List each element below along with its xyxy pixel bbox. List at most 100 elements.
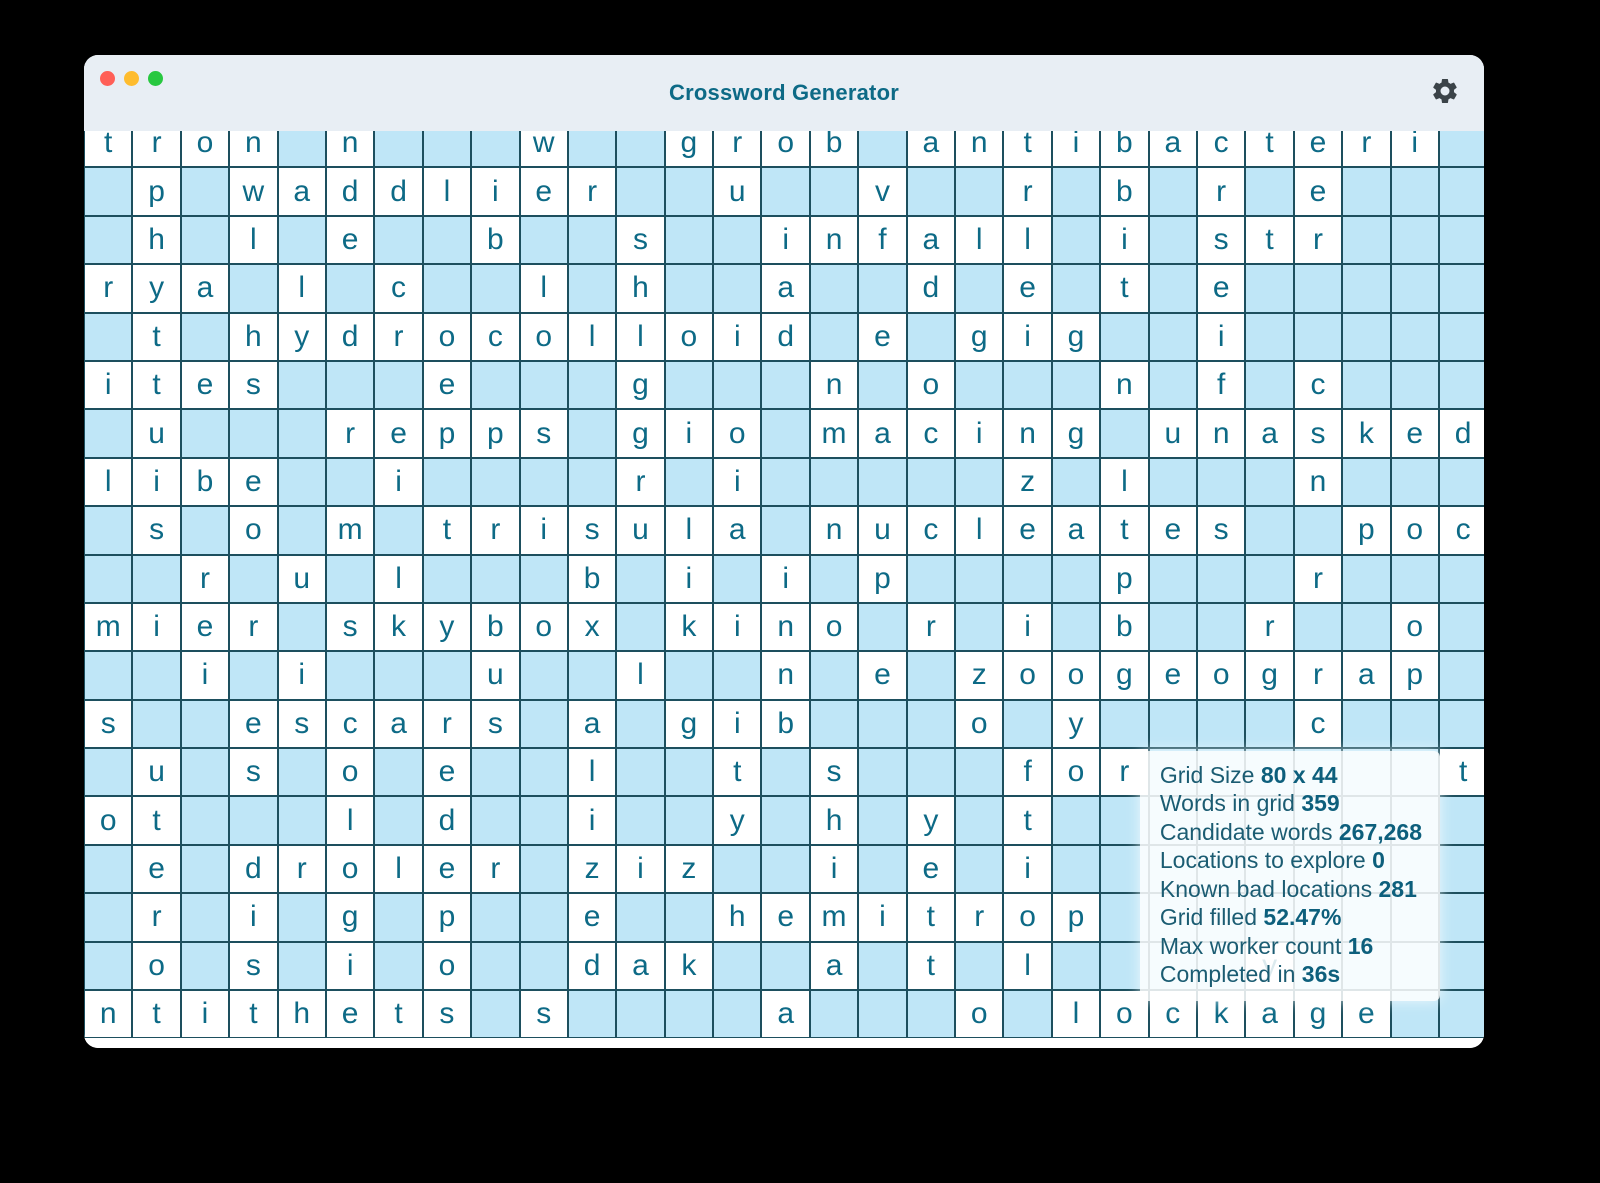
grid-cell-blocked[interactable] (955, 554, 1004, 603)
grid-cell-letter[interactable]: o (325, 844, 375, 894)
grid-cell-blocked[interactable] (858, 796, 907, 845)
grid-cell-letter[interactable]: b (1100, 131, 1149, 168)
grid-cell-letter[interactable]: o (1390, 602, 1439, 652)
grid-cell-letter[interactable]: e (1148, 506, 1197, 555)
grid-cell-letter[interactable]: a (713, 506, 762, 555)
grid-cell-blocked[interactable] (1438, 554, 1484, 603)
grid-cell-letter[interactable]: e (1003, 506, 1052, 555)
grid-cell-letter[interactable]: n (325, 131, 375, 168)
grid-cell-blocked[interactable] (858, 844, 907, 894)
grid-cell-blocked[interactable] (277, 131, 326, 168)
grid-cell-letter[interactable]: c (1438, 506, 1484, 555)
grid-cell-blocked[interactable] (277, 457, 326, 507)
grid-cell-blocked[interactable] (277, 748, 326, 797)
grid-cell-letter[interactable]: a (1051, 506, 1101, 555)
grid-cell-letter[interactable]: y (713, 796, 762, 845)
grid-cell-letter[interactable]: t (906, 893, 956, 942)
grid-cell-letter[interactable]: o (229, 506, 278, 555)
grid-cell-blocked[interactable] (567, 651, 617, 700)
grid-cell-letter[interactable]: t (1100, 506, 1149, 555)
grid-cell-blocked[interactable] (1342, 264, 1391, 313)
grid-cell-blocked[interactable] (616, 893, 665, 942)
grid-cell-letter[interactable]: r (229, 602, 278, 652)
grid-cell-blocked[interactable] (1051, 844, 1101, 894)
grid-cell-letter[interactable]: a (761, 990, 810, 1039)
grid-cell-blocked[interactable] (761, 748, 810, 797)
grid-cell-letter[interactable]: i (277, 651, 326, 700)
grid-cell-blocked[interactable] (1196, 457, 1246, 507)
grid-cell-letter[interactable]: u (277, 554, 326, 603)
grid-cell-blocked[interactable] (567, 360, 617, 410)
grid-cell-letter[interactable]: c (325, 699, 375, 749)
grid-cell-letter[interactable]: d (1438, 409, 1484, 458)
grid-cell-letter[interactable]: i (132, 457, 181, 507)
grid-cell-letter[interactable]: l (955, 215, 1004, 265)
grid-cell-blocked[interactable] (180, 215, 230, 265)
grid-cell-blocked[interactable] (761, 506, 810, 555)
grid-cell-letter[interactable]: o (906, 360, 956, 410)
grid-cell-letter[interactable]: n (761, 651, 810, 700)
grid-cell-letter[interactable]: l (1003, 215, 1052, 265)
grid-cell-letter[interactable]: g (1245, 651, 1294, 700)
grid-cell-letter[interactable]: t (132, 360, 181, 410)
grid-cell-blocked[interactable] (809, 312, 859, 361)
grid-cell-letter[interactable]: o (132, 941, 181, 991)
grid-cell-blocked[interactable] (229, 409, 278, 458)
grid-cell-blocked[interactable] (664, 893, 714, 942)
grid-cell-letter[interactable]: a (374, 699, 423, 749)
grid-cell-letter[interactable]: i (1196, 312, 1246, 361)
grid-cell-letter[interactable]: i (713, 457, 762, 507)
grid-cell-blocked[interactable] (713, 264, 762, 313)
grid-cell-letter[interactable]: i (858, 893, 907, 942)
grid-cell-letter[interactable]: s (1293, 409, 1343, 458)
grid-cell-blocked[interactable] (809, 990, 859, 1039)
grid-cell-letter[interactable]: o (809, 602, 859, 652)
grid-cell-letter[interactable]: l (374, 844, 423, 894)
grid-cell-blocked[interactable] (1438, 312, 1484, 361)
grid-cell-blocked[interactable] (955, 941, 1004, 991)
grid-cell-blocked[interactable] (858, 264, 907, 313)
grid-cell-letter[interactable]: a (858, 409, 907, 458)
grid-cell-blocked[interactable] (519, 457, 568, 507)
grid-cell-letter[interactable]: b (761, 699, 810, 749)
grid-cell-letter[interactable]: k (1342, 409, 1391, 458)
grid-cell-letter[interactable]: i (1051, 131, 1101, 168)
grid-cell-letter[interactable]: r (1245, 602, 1294, 652)
grid-cell-letter[interactable]: s (229, 360, 278, 410)
grid-cell-letter[interactable]: l (616, 312, 665, 361)
grid-cell-letter[interactable]: n (1293, 457, 1343, 507)
grid-cell-blocked[interactable] (858, 990, 907, 1039)
grid-cell-blocked[interactable] (519, 699, 568, 749)
grid-cell-blocked[interactable] (1245, 554, 1294, 603)
grid-cell-blocked[interactable] (1438, 893, 1484, 942)
grid-cell-letter[interactable]: s (1196, 506, 1246, 555)
grid-cell-letter[interactable]: a (180, 264, 230, 313)
grid-cell-letter[interactable]: d (229, 844, 278, 894)
grid-cell-blocked[interactable] (1100, 409, 1149, 458)
grid-cell-blocked[interactable] (664, 651, 714, 700)
grid-cell-blocked[interactable] (277, 506, 326, 555)
grid-cell-letter[interactable]: s (567, 506, 617, 555)
grid-cell-letter[interactable]: o (519, 602, 568, 652)
grid-cell-letter[interactable]: i (761, 215, 810, 265)
grid-cell-blocked[interactable] (1390, 312, 1439, 361)
grid-cell-letter[interactable]: r (1293, 554, 1343, 603)
grid-cell-blocked[interactable] (1051, 457, 1101, 507)
grid-cell-letter[interactable]: h (277, 990, 326, 1039)
grid-cell-blocked[interactable] (567, 990, 617, 1039)
grid-cell-letter[interactable]: e (567, 893, 617, 942)
grid-cell-letter[interactable]: n (1003, 409, 1052, 458)
grid-cell-letter[interactable]: k (664, 602, 714, 652)
grid-cell-letter[interactable]: e (906, 844, 956, 894)
grid-cell-letter[interactable]: u (858, 506, 907, 555)
grid-cell-blocked[interactable] (713, 844, 762, 894)
grid-cell-letter[interactable]: y (906, 796, 956, 845)
grid-cell-blocked[interactable] (84, 167, 133, 216)
grid-cell-letter[interactable]: s (84, 699, 133, 749)
grid-cell-blocked[interactable] (809, 457, 859, 507)
grid-cell-letter[interactable]: m (325, 506, 375, 555)
grid-cell-letter[interactable]: c (1196, 131, 1246, 168)
grid-cell-letter[interactable]: b (809, 131, 859, 168)
grid-cell-letter[interactable]: s (132, 506, 181, 555)
grid-cell-blocked[interactable] (471, 360, 520, 410)
